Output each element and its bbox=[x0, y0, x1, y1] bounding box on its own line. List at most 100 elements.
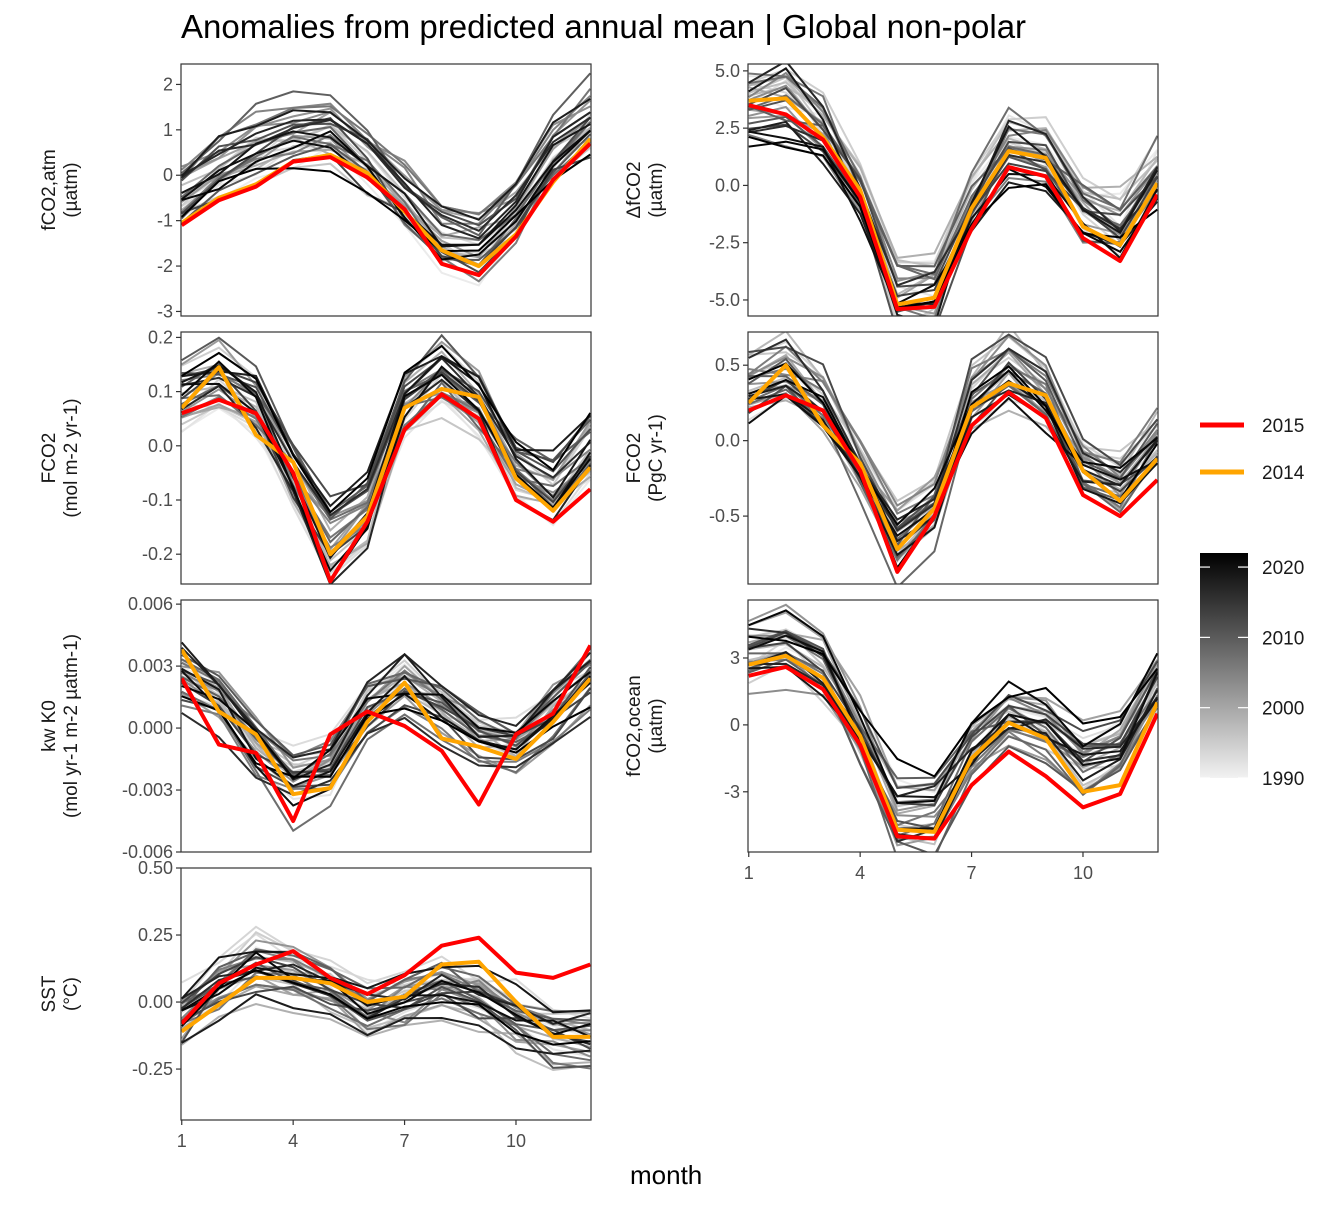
panel-lines bbox=[181, 72, 591, 287]
panel-lines bbox=[748, 603, 1158, 852]
year-line-2021 bbox=[181, 951, 591, 1036]
y-tick-label: 0.006 bbox=[128, 594, 173, 614]
y-axis-title: kw K0(mol yr-1 m-2 µatm-1) bbox=[39, 634, 82, 818]
colorbar bbox=[1200, 553, 1248, 778]
colorbar-label-1990: 1990 bbox=[1262, 769, 1304, 790]
y-tick-label: 2 bbox=[163, 74, 173, 94]
year-line-2010 bbox=[181, 333, 591, 521]
x-tick-label: 4 bbox=[855, 863, 865, 883]
year-line-2011 bbox=[181, 368, 591, 517]
y-tick-label: 0.25 bbox=[138, 925, 173, 945]
y-tick-label: 0.003 bbox=[128, 656, 173, 676]
panel-fco2_flux_area: 0.2 0.1 0.0 -0.1 -0.2 FCO2(mol m-2 yr-1) bbox=[39, 327, 592, 585]
panel-border bbox=[180, 63, 592, 317]
x-tick-label: 4 bbox=[288, 1131, 298, 1151]
y-tick-label: -1 bbox=[157, 211, 173, 231]
year-line-2006 bbox=[181, 88, 591, 216]
y-tick-label: -5.0 bbox=[709, 290, 740, 310]
year-line-2007 bbox=[748, 634, 1158, 837]
y-axis-title: fCO2,atm(µatm) bbox=[39, 149, 82, 230]
panel-fco2_ocean: 3 0 -3 1 4 7 10 fCO2,ocean(µatm) bbox=[624, 599, 1159, 883]
y-tick-label: 1 bbox=[163, 120, 173, 140]
panel-border bbox=[747, 63, 1159, 317]
year-line-2022 bbox=[181, 153, 591, 253]
y-tick-label: -2.5 bbox=[709, 233, 740, 253]
y-tick-label: 2.5 bbox=[715, 118, 740, 138]
series-line-2015 bbox=[748, 103, 1158, 312]
year-line-2020 bbox=[181, 670, 591, 807]
x-tick-label: 10 bbox=[506, 1131, 526, 1151]
y-tick-label: 0 bbox=[163, 165, 173, 185]
x-tick-label: 10 bbox=[1073, 863, 1093, 883]
x-tick-label: 1 bbox=[177, 1131, 187, 1151]
year-line-2016 bbox=[181, 356, 591, 517]
year-line-2017 bbox=[181, 111, 591, 240]
year-line-2019 bbox=[181, 123, 591, 248]
y-axis-title: FCO2(mol m-2 yr-1) bbox=[39, 398, 82, 517]
y-tick-label: 3 bbox=[730, 648, 740, 668]
year-line-2021 bbox=[748, 369, 1158, 527]
series-line-2015 bbox=[748, 664, 1158, 841]
year-line-2018 bbox=[748, 650, 1158, 840]
panel-delta_fco2: 5.0 2.5 0.0 -2.5 -5.0 ΔfCO2(µatm) bbox=[624, 61, 1159, 317]
year-line-2017 bbox=[748, 662, 1158, 798]
y-tick-label: 0 bbox=[730, 715, 740, 735]
year-line-2007 bbox=[748, 75, 1158, 276]
panel-fco2_flux_total: 0.5 0.0 -0.5 FCO2(PgC yr-1) bbox=[624, 331, 1159, 585]
y-tick-label: 0.2 bbox=[148, 327, 173, 347]
panel-lines bbox=[748, 64, 1158, 316]
year-line-2021 bbox=[748, 609, 1158, 805]
year-line-2000 bbox=[181, 664, 591, 776]
colorbar-label-2000: 2000 bbox=[1262, 699, 1304, 720]
y-tick-label: -3 bbox=[724, 782, 740, 802]
y-tick-label: -0.2 bbox=[142, 544, 173, 564]
year-line-2009 bbox=[748, 105, 1158, 268]
y-tick-label: 0.0 bbox=[715, 431, 740, 451]
y-tick-label: 0.5 bbox=[715, 355, 740, 375]
series-line-2014 bbox=[748, 96, 1158, 307]
panel-border bbox=[180, 331, 592, 585]
year-line-2019 bbox=[748, 665, 1158, 799]
year-line-2011 bbox=[181, 975, 591, 1069]
y-tick-label: -3 bbox=[157, 301, 173, 321]
year-line-2020 bbox=[748, 634, 1158, 830]
year-line-2012 bbox=[748, 333, 1158, 531]
year-line-2018 bbox=[181, 993, 591, 1055]
y-tick-label: -0.25 bbox=[132, 1059, 173, 1079]
year-line-2012 bbox=[181, 116, 591, 274]
y-axis-title: SST(°C) bbox=[39, 975, 82, 1012]
year-line-2021 bbox=[181, 671, 591, 780]
series-line-2014 bbox=[748, 363, 1158, 552]
panel-lines bbox=[748, 332, 1158, 584]
x-tick-label: 7 bbox=[967, 863, 977, 883]
year-line-2022 bbox=[748, 635, 1158, 778]
y-tick-label: 5.0 bbox=[715, 61, 740, 81]
y-tick-label: 0.00 bbox=[138, 992, 173, 1012]
x-tick-label: 1 bbox=[744, 863, 754, 883]
year-line-2019 bbox=[181, 355, 591, 560]
y-tick-label: -2 bbox=[157, 256, 173, 276]
colorbar-label-2020: 2020 bbox=[1262, 558, 1304, 579]
series-line-2014 bbox=[181, 959, 591, 1039]
year-line-2018 bbox=[181, 97, 591, 221]
year-line-2007 bbox=[181, 686, 591, 833]
year-line-1994 bbox=[748, 68, 1158, 265]
y-tick-label: 0.0 bbox=[715, 175, 740, 195]
panel-border bbox=[747, 599, 1159, 853]
series-line-2015 bbox=[181, 644, 591, 823]
colorbar-label-2010: 2010 bbox=[1262, 628, 1304, 649]
year-line-2016 bbox=[748, 338, 1158, 533]
y-tick-label: 0.000 bbox=[128, 718, 173, 738]
panel-border bbox=[180, 867, 592, 1121]
panel-fco2_atm: 2 1 0 -1 -2 -3 fCO2,atm(µatm) bbox=[39, 63, 592, 321]
panel-border bbox=[747, 331, 1159, 585]
year-line-2022 bbox=[181, 344, 591, 514]
y-tick-label: -0.003 bbox=[122, 780, 173, 800]
y-tick-label: 0.0 bbox=[148, 436, 173, 456]
year-line-2016 bbox=[181, 116, 591, 232]
legend-label-2015: 2015 bbox=[1262, 416, 1304, 437]
x-axis-title: month bbox=[630, 1160, 703, 1190]
series-line-2014 bbox=[181, 365, 591, 557]
y-axis-title: fCO2,ocean(µatm) bbox=[624, 675, 667, 776]
